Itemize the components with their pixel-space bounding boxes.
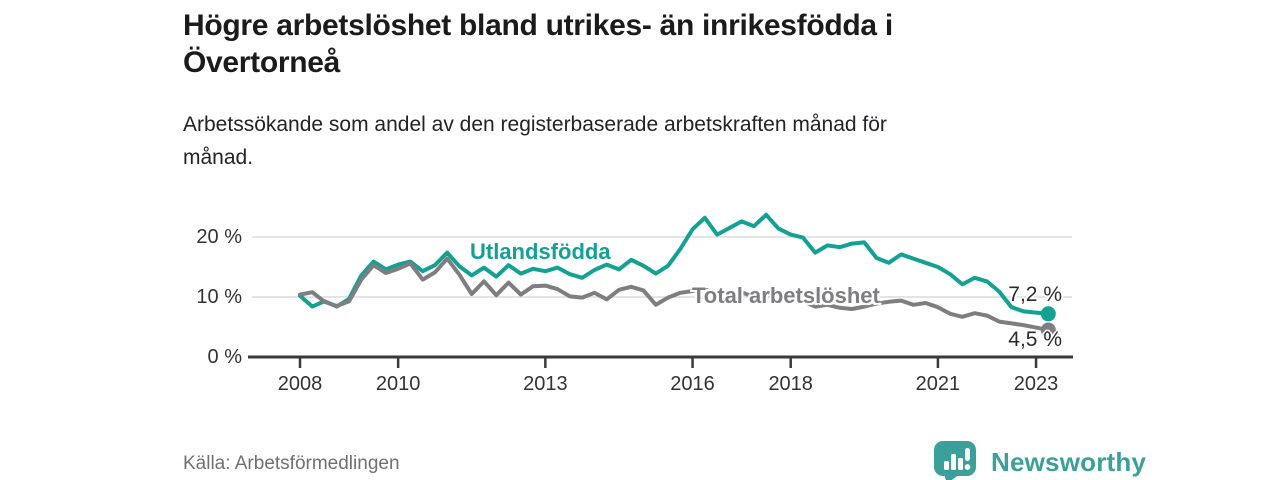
y-axis-tick-label: 10 % xyxy=(196,286,242,308)
x-axis-tick-label: 2013 xyxy=(523,373,568,395)
subtitle-line-1: Arbetssökande som andel av den registerb… xyxy=(183,113,887,136)
series-end-dot-1 xyxy=(1040,322,1056,338)
subtitle-line-2: månad. xyxy=(183,146,254,169)
series-end-dot-0 xyxy=(1040,306,1056,322)
x-axis-tick-label: 2016 xyxy=(670,373,715,395)
brand-logo: Newsworthy xyxy=(933,440,1146,480)
end-value-label-utlandsfodda: 7,2 % xyxy=(1008,283,1062,306)
y-axis-tick-label: 20 % xyxy=(196,226,242,248)
end-value-label-total: 4,5 % xyxy=(1008,328,1062,351)
x-axis-tick-label: 2008 xyxy=(277,373,323,395)
series-label-utlandsfodda: Utlandsfödda xyxy=(470,239,611,264)
title-line-1: Högre arbetslöshet bland utrikes- än inr… xyxy=(183,9,893,42)
brand-name: Newsworthy xyxy=(991,447,1147,477)
series-label-total-arbetsloshet: Total arbetslöshet xyxy=(692,283,880,308)
page-title: Högre arbetslöshet bland utrikes- än inr… xyxy=(183,7,1133,81)
x-axis-tick-label: 2023 xyxy=(1013,373,1059,395)
x-axis-tick-label: 2010 xyxy=(375,373,421,395)
title-line-2: Övertorneå xyxy=(183,46,341,79)
series-line-1 xyxy=(298,256,1051,332)
x-axis-tick-label: 2021 xyxy=(915,373,961,395)
chart-subtitle: Arbetssökande som andel av den registerb… xyxy=(183,108,1133,174)
source-attribution: Källa: Arbetsförmedlingen xyxy=(183,453,400,474)
newsworthy-chart-bubble-icon xyxy=(934,441,976,480)
y-axis-tick-label: 0 % xyxy=(207,346,242,368)
x-axis-tick-label: 2018 xyxy=(768,373,813,395)
series-line-0 xyxy=(298,212,1051,316)
